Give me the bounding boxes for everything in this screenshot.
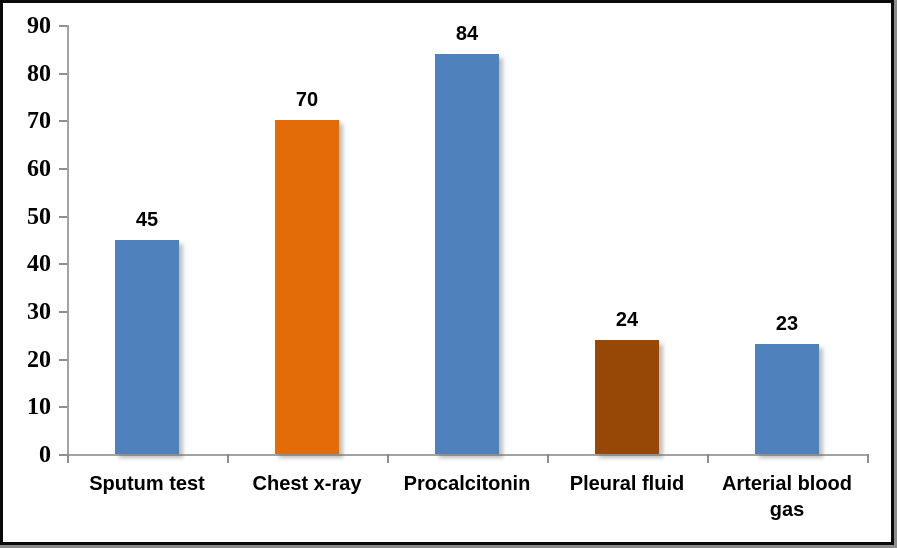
y-axis-tick <box>59 72 67 75</box>
y-axis-tick <box>59 215 67 218</box>
y-axis-tick <box>59 454 67 456</box>
plot-area: 0 10 20 30 40 50 60 70 80 90 45 Sputum test 70 Chest … <box>3 3 891 542</box>
y-axis-tick <box>59 406 67 409</box>
y-axis-label: 60 <box>27 156 51 182</box>
bar-value-label: 45 <box>135 208 159 231</box>
y-axis-tick <box>59 311 67 313</box>
y-axis-label: 40 <box>27 251 51 278</box>
y-axis-tick <box>59 120 67 123</box>
bar-sputum-test <box>115 239 179 454</box>
x-axis-tick <box>387 454 389 463</box>
x-axis-tick <box>867 454 869 463</box>
bar-pleural-fluid <box>595 339 659 454</box>
bar-value-label: 23 <box>775 313 799 336</box>
x-axis-tick <box>227 454 229 463</box>
bar-arterial-blood-gas <box>755 344 819 454</box>
y-axis-label: 10 <box>27 394 51 421</box>
bar-value-label: 70 <box>295 89 319 112</box>
x-axis-category-label: Sputum test <box>89 473 205 495</box>
y-axis-label: 20 <box>27 346 51 373</box>
bar-chest-x-ray <box>275 120 339 454</box>
y-axis-tick <box>59 358 67 361</box>
x-axis-category-label: Arterial blood gas <box>721 473 852 521</box>
y-axis-label: 0 <box>39 442 51 468</box>
bar-procalcitonin <box>435 53 499 454</box>
x-axis-tick <box>547 454 549 463</box>
y-axis-tick <box>59 25 67 27</box>
bar-value-label: 84 <box>455 22 479 45</box>
y-axis-tick <box>59 263 67 266</box>
y-axis-label: 90 <box>27 13 51 39</box>
y-axis-label: 30 <box>27 299 51 325</box>
y-axis-label: 50 <box>27 203 51 230</box>
y-axis-label: 80 <box>27 60 51 87</box>
x-axis-tick <box>707 454 709 463</box>
x-axis-tick <box>67 454 69 463</box>
y-axis-label: 70 <box>27 108 51 135</box>
x-axis-category-label: Procalcitonin <box>403 473 531 495</box>
x-axis-category-label: Chest x-ray <box>252 473 362 495</box>
bar-value-label: 24 <box>615 308 639 331</box>
x-axis-line <box>67 454 867 456</box>
x-axis-category-label: Pleural fluid <box>569 473 685 495</box>
y-axis-line <box>67 25 69 456</box>
y-axis-tick <box>59 168 67 170</box>
